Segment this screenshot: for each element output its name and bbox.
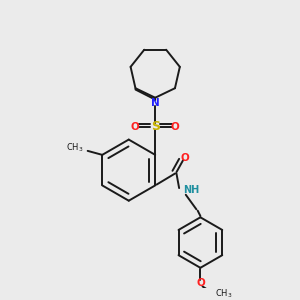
Text: N: N <box>151 98 160 108</box>
Text: S: S <box>151 121 160 134</box>
Text: O: O <box>171 122 179 132</box>
Text: O: O <box>180 152 189 163</box>
Text: CH$_3$: CH$_3$ <box>215 287 232 300</box>
Text: O: O <box>196 278 205 288</box>
Text: NH: NH <box>183 185 200 195</box>
Text: CH$_3$: CH$_3$ <box>66 142 84 155</box>
Text: O: O <box>131 122 140 132</box>
